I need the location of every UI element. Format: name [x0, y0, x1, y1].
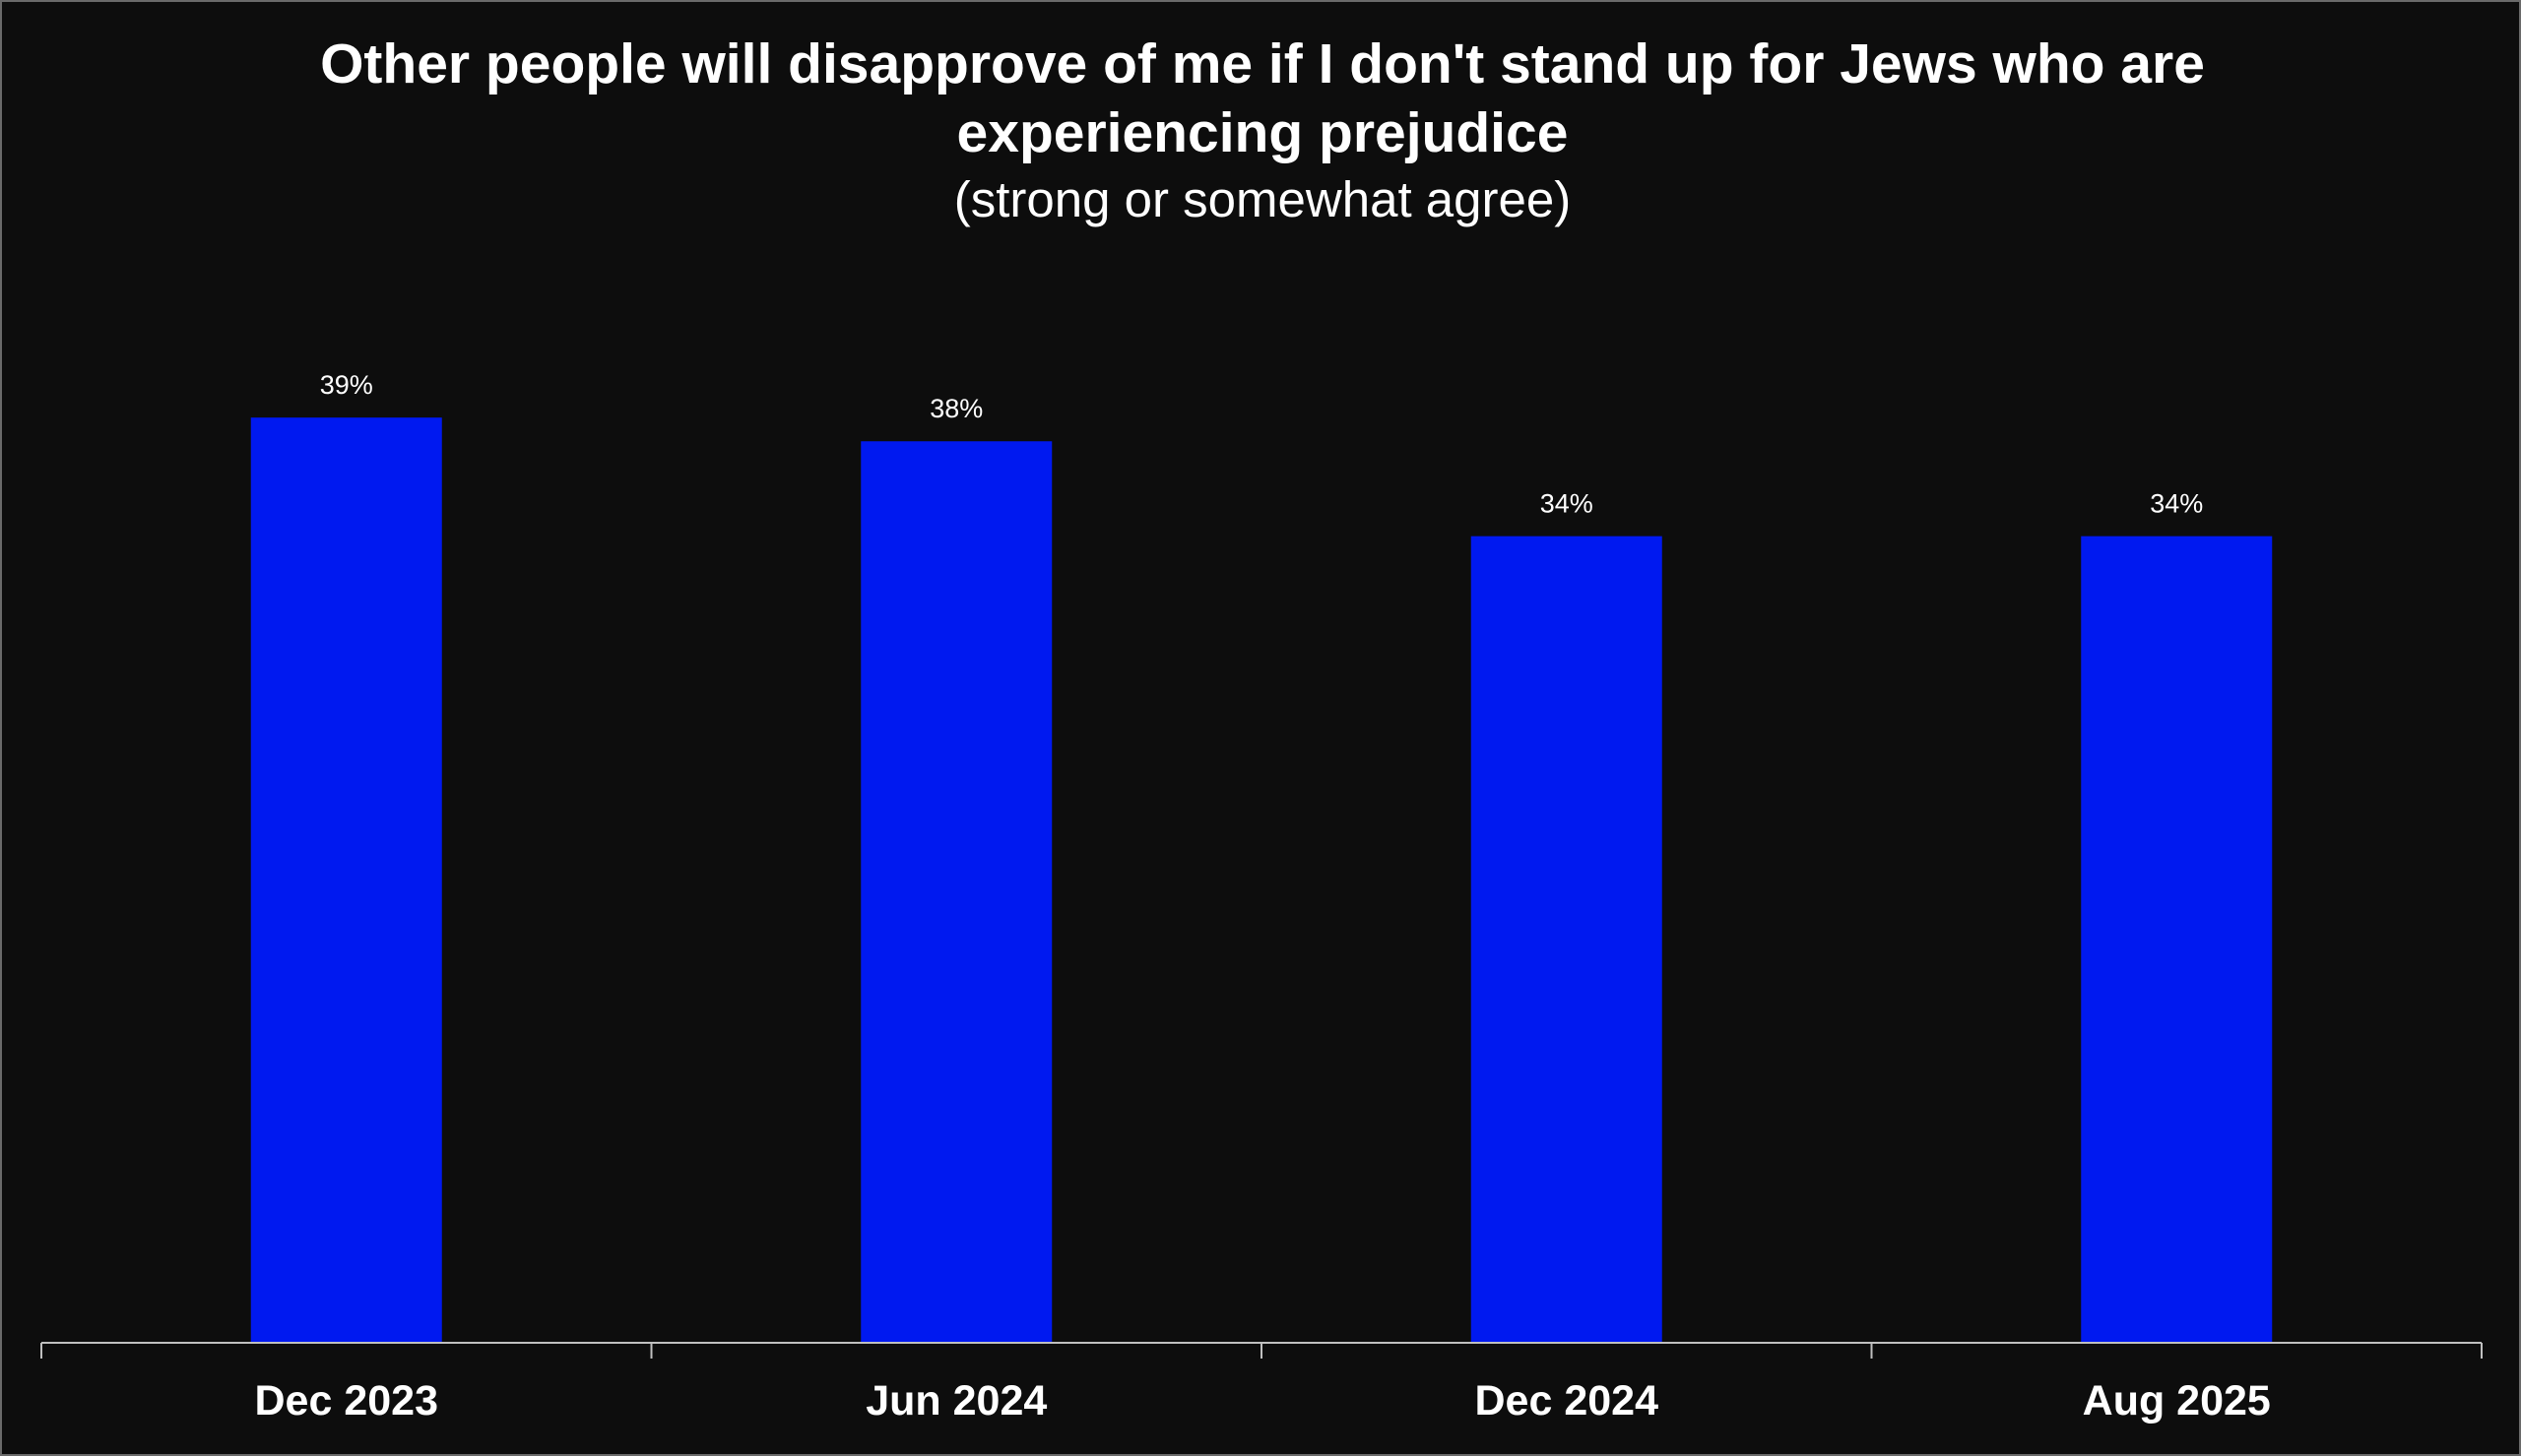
x-tick-label: Aug 2025 — [2083, 1377, 2271, 1424]
chart-title: Other people will disapprove of me if I … — [320, 32, 2205, 164]
data-label: 34% — [2150, 489, 2203, 519]
bar — [1470, 536, 1662, 1343]
bar — [861, 441, 1053, 1343]
chart-subtitle: (strong or somewhat agree) — [953, 171, 1572, 227]
labels-layer: 39% Dec 2023 38% Jun 2024 34% Dec 2024 34% Aug … — [255, 370, 2271, 1424]
data-label: 38% — [930, 394, 983, 423]
x-axis — [40, 1342, 2483, 1359]
bar — [250, 417, 442, 1343]
chart-header: Other people will disapprove of me if I … — [2, 30, 2521, 232]
data-label: 39% — [320, 370, 373, 400]
x-tick-label: Jun 2024 — [866, 1377, 1047, 1424]
x-tick-label: Dec 2024 — [1475, 1377, 1659, 1424]
bar — [2081, 536, 2273, 1343]
x-tick-label: Dec 2023 — [255, 1377, 439, 1424]
bars-layer — [250, 417, 2273, 1343]
data-label: 34% — [1540, 489, 1593, 519]
